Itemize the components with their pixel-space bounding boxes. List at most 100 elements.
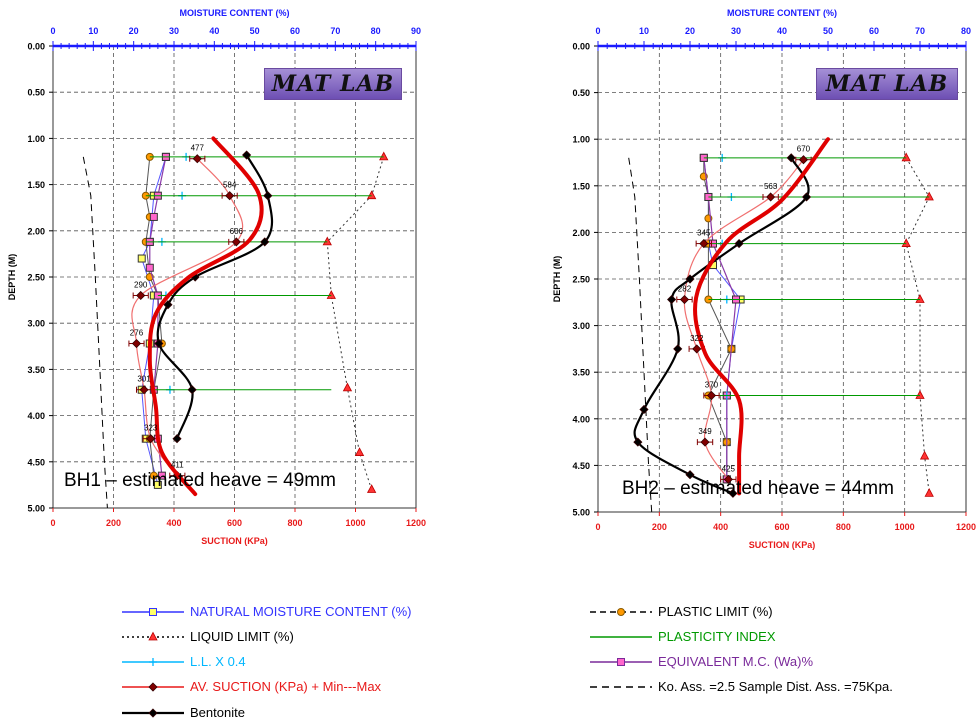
data-point bbox=[734, 239, 744, 249]
moisture-tick-label: 10 bbox=[639, 26, 649, 36]
series-line bbox=[156, 154, 274, 440]
suction-value-label: 411 bbox=[171, 461, 184, 470]
suction-axis-label: SUCTION (KPa) bbox=[749, 540, 816, 550]
moisture-tick-label: 50 bbox=[823, 26, 833, 36]
series-line bbox=[703, 157, 737, 480]
suction-value-label: 584 bbox=[223, 181, 237, 190]
legend-item: EQUIVALENT M.C. (Wa)% bbox=[588, 654, 813, 669]
data-point bbox=[137, 254, 146, 263]
legend-marker bbox=[148, 707, 158, 718]
data-point bbox=[692, 344, 702, 354]
y-tick-label: 2.00 bbox=[572, 228, 590, 238]
depth-axis-label: DEPTH (M) bbox=[7, 254, 17, 301]
moisture-tick-label: 40 bbox=[209, 26, 219, 36]
data-point bbox=[131, 338, 142, 349]
suction-tick-label: 1200 bbox=[406, 518, 426, 528]
data-point bbox=[699, 239, 709, 249]
legend-item: L.L. X 0.4 bbox=[120, 654, 246, 669]
moisture-tick-label: 80 bbox=[371, 26, 381, 36]
data-point bbox=[192, 154, 202, 164]
legend-marker bbox=[148, 681, 158, 692]
series-line bbox=[683, 159, 804, 480]
y-tick-label: 4.50 bbox=[572, 461, 590, 471]
series-line bbox=[82, 156, 108, 509]
legend-label: Bentonite bbox=[190, 705, 245, 720]
suction-value-label: 301 bbox=[137, 375, 151, 384]
y-tick-label: 0.00 bbox=[27, 42, 45, 52]
moisture-tick-label: 50 bbox=[250, 26, 260, 36]
data-point bbox=[915, 390, 925, 399]
legend-marker bbox=[617, 657, 625, 666]
suction-value-label: 276 bbox=[130, 329, 144, 338]
suction-tick-label: 1000 bbox=[895, 522, 915, 532]
data-point bbox=[149, 471, 158, 480]
moisture-tick-label: 20 bbox=[129, 26, 139, 36]
moisture-tick-label: 20 bbox=[685, 26, 695, 36]
data-point bbox=[706, 390, 717, 401]
data-point bbox=[326, 290, 336, 299]
data-point bbox=[187, 385, 197, 395]
y-tick-label: 0.00 bbox=[572, 42, 590, 52]
suction-value-label: 282 bbox=[678, 285, 692, 294]
data-point bbox=[139, 385, 149, 395]
moisture-tick-label: 60 bbox=[290, 26, 300, 36]
data-point bbox=[679, 294, 690, 305]
series-line bbox=[703, 157, 732, 480]
chart-BH1: 0.00 0.50 1.00 1.50 2.00 2.50 3.00 3.50 4.00 4.50… bbox=[7, 8, 426, 546]
legend-item: NATURAL MOISTURE CONTENT (%) bbox=[120, 604, 412, 619]
moisture-tick-label: 80 bbox=[961, 26, 971, 36]
estimated-suction-curve bbox=[693, 137, 830, 496]
data-point bbox=[366, 190, 377, 200]
y-tick-label: 3.00 bbox=[572, 321, 590, 331]
legend-label: NATURAL MOISTURE CONTENT (%) bbox=[190, 604, 412, 619]
data-point bbox=[700, 437, 710, 447]
legend-item: Ko. Ass. =2.5 Sample Dist. Ass. =75Kpa. bbox=[588, 679, 893, 694]
legend-swatch bbox=[122, 657, 184, 666]
y-tick-label: 3.50 bbox=[27, 365, 45, 375]
legend-item: PLASTIC LIMIT (%) bbox=[588, 604, 773, 619]
suction-tick-label: 1200 bbox=[956, 522, 976, 532]
heave-annotation-bh2: BH2 – estimated heave = 44mm bbox=[622, 478, 894, 499]
legend-swatch bbox=[590, 607, 652, 616]
data-point bbox=[154, 338, 164, 349]
y-tick-label: 5.00 bbox=[572, 508, 590, 518]
suction-tick-label: 800 bbox=[836, 522, 851, 532]
legend-label: LIQUID LIMIT (%) bbox=[190, 629, 294, 644]
suction-value-label: 425 bbox=[722, 464, 736, 473]
y-tick-label: 5.00 bbox=[27, 504, 45, 514]
legend-marker bbox=[148, 631, 158, 640]
legend-label: PLASTICITY INDEX bbox=[658, 629, 776, 644]
suction-value-label: 477 bbox=[191, 144, 205, 153]
data-point bbox=[366, 484, 377, 493]
y-tick-label: 4.00 bbox=[27, 411, 45, 421]
data-point bbox=[924, 488, 934, 497]
legend-swatch bbox=[590, 635, 652, 638]
data-point bbox=[633, 437, 643, 447]
suction-tick-label: 600 bbox=[774, 522, 789, 532]
suction-value-label: 563 bbox=[764, 182, 778, 191]
matlab-logo-bh1: MAT LAB bbox=[264, 68, 402, 100]
series-line bbox=[628, 157, 653, 513]
chart-BH2: 0.00 0.50 1.00 1.50 2.00 2.50 3.00 3.50 4.00 4.50… bbox=[552, 8, 976, 550]
data-point bbox=[685, 274, 695, 284]
suction-value-label: 323 bbox=[144, 424, 158, 433]
logo-text: MAT LAB bbox=[271, 71, 395, 97]
legend-label: PLASTIC LIMIT (%) bbox=[658, 604, 773, 619]
legend-swatch bbox=[122, 607, 184, 616]
matlab-logo-bh2: MAT LAB bbox=[816, 68, 958, 100]
legend-label: EQUIVALENT M.C. (Wa)% bbox=[658, 654, 814, 669]
data-point bbox=[801, 192, 812, 202]
legend-marker bbox=[149, 657, 157, 666]
moisture-tick-label: 60 bbox=[869, 26, 879, 36]
y-tick-label: 1.50 bbox=[27, 180, 45, 190]
suction-value-label: 370 bbox=[705, 381, 719, 390]
y-tick-label: 3.00 bbox=[27, 319, 45, 329]
legend-swatch bbox=[590, 685, 652, 688]
legend-item: AV. SUCTION (KPa) + Min---Max bbox=[120, 679, 381, 694]
y-tick-label: 0.50 bbox=[27, 88, 45, 98]
legend-item: Bentonite bbox=[120, 705, 245, 720]
y-tick-label: 1.00 bbox=[27, 134, 45, 144]
y-tick-label: 1.00 bbox=[572, 135, 590, 145]
legend-item: LIQUID LIMIT (%) bbox=[120, 629, 294, 644]
